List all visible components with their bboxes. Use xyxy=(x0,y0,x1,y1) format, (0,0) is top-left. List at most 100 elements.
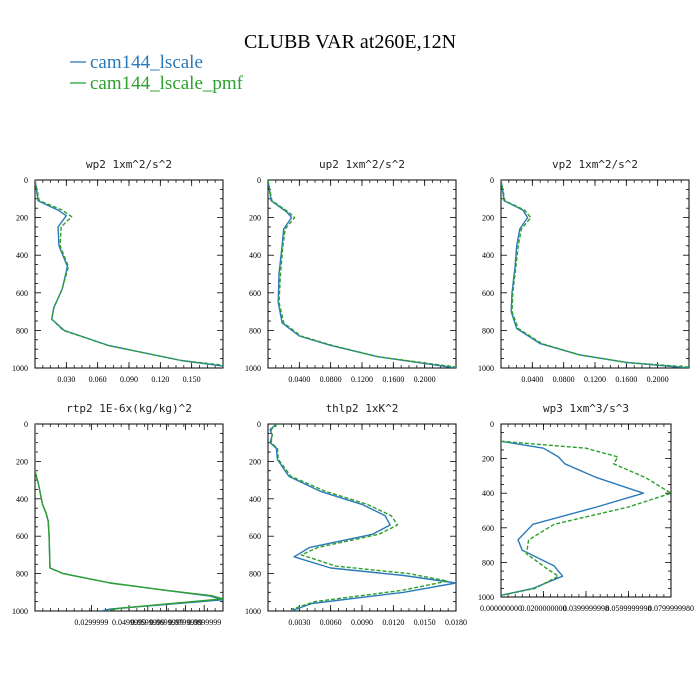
x-tick-label: 0.1200 xyxy=(584,375,606,384)
x-tick-label: 0.090 xyxy=(120,375,138,384)
y-tick-label: 1000 xyxy=(478,593,494,602)
x-tick-label: 0.150 xyxy=(183,375,201,384)
axes-frame xyxy=(267,179,457,369)
y-tick-label: 200 xyxy=(482,455,494,464)
y-tick-label: 400 xyxy=(249,251,261,260)
x-tick-label: 0.1200 xyxy=(351,375,373,384)
y-tick-label: 1000 xyxy=(478,364,494,373)
y-tick-label: 200 xyxy=(249,457,261,466)
series-line-cam144-lscale xyxy=(501,440,645,596)
y-tick-label: 0 xyxy=(490,420,494,429)
series-line-cam144-lscale xyxy=(35,424,223,611)
y-tick-label: 400 xyxy=(482,489,494,498)
y-tick-label: 600 xyxy=(482,289,494,298)
y-tick-label: 600 xyxy=(249,289,261,298)
chart-panel-2: up2 1xm^2/s^2 0 200 400 600 800 1000 0.0400 0.08… xyxy=(245,158,457,384)
x-tick-label: 0.0399999998 xyxy=(563,604,609,613)
y-tick-label: 400 xyxy=(482,251,494,260)
y-tick-label: 200 xyxy=(16,457,28,466)
series-line-cam144-lscale xyxy=(268,180,456,368)
figure-title: CLUBB VAR at260E,12N xyxy=(244,31,456,53)
x-tick-label: 0.0030 xyxy=(288,618,310,627)
y-tick-label: 800 xyxy=(249,326,261,335)
chart-panel-6: wp3 1xm^3/s^3 0 200 400 600 800 1000 0.00000000… xyxy=(478,402,694,613)
y-tick-label: 600 xyxy=(249,532,261,541)
panel-title: vp2 1xm^2/s^2 xyxy=(552,158,638,171)
axes-frame xyxy=(34,423,224,612)
y-tick-label: 400 xyxy=(16,495,28,504)
x-tick-label: 0.0180 xyxy=(445,618,467,627)
panel-title: up2 1xm^2/s^2 xyxy=(319,158,405,171)
y-tick-label: 0 xyxy=(257,420,261,429)
series-line-cam144-lscale xyxy=(269,424,456,611)
x-tick-label: 0.0800 xyxy=(553,375,575,384)
series-line-cam144-lscale xyxy=(501,180,689,368)
x-tick-label: 0.0499999 xyxy=(112,618,146,627)
x-tick-label: 0.2000 xyxy=(647,375,669,384)
x-tick-label: 0.060 xyxy=(89,375,107,384)
series-line-cam144-lscale-pmf xyxy=(270,424,449,610)
x-tick-label: 0.0799999 xyxy=(168,618,202,627)
y-tick-label: 600 xyxy=(482,524,494,533)
y-tick-label: 800 xyxy=(16,570,28,579)
x-tick-label: 0.0899999 xyxy=(187,618,221,627)
x-tick-label: 0.0599999 xyxy=(131,618,165,627)
x-tick-label: 0.0299999 xyxy=(74,618,108,627)
panel-grid: wp2 1xm^2/s^2 0 200 400 600 800 1000 0.030 0.060… xyxy=(12,158,694,627)
y-tick-label: 0 xyxy=(490,176,494,185)
y-tick-label: 200 xyxy=(249,214,261,223)
x-tick-label: 0.0090 xyxy=(351,618,373,627)
series-line-cam144-lscale-pmf xyxy=(35,424,223,611)
x-tick-label: 0.030 xyxy=(57,375,75,384)
legend: cam144_lscale cam144_lscale_pmf xyxy=(70,52,244,94)
chart-panel-1: wp2 1xm^2/s^2 0 200 400 600 800 1000 0.030 0.060… xyxy=(12,158,224,384)
series-line-cam144-lscale-pmf xyxy=(501,440,671,596)
y-tick-label: 1000 xyxy=(245,607,261,616)
chart-panel-4: rtp2 1E-6x(kg/kg)^2 0 200 400 600 800 1000 0.02… xyxy=(12,402,224,627)
series-line-cam144-lscale-pmf xyxy=(501,180,689,368)
y-tick-label: 600 xyxy=(16,289,28,298)
x-tick-label: 0.1600 xyxy=(615,375,637,384)
y-tick-label: 800 xyxy=(16,326,28,335)
y-tick-label: 800 xyxy=(482,326,494,335)
axes-frame xyxy=(267,423,457,612)
y-tick-label: 800 xyxy=(249,570,261,579)
y-tick-label: 0 xyxy=(257,176,261,185)
y-tick-label: 400 xyxy=(16,251,28,260)
x-tick-label: 0.0800 xyxy=(320,375,342,384)
panel-title: wp3 1xm^3/s^3 xyxy=(543,402,629,415)
y-tick-label: 0 xyxy=(24,176,28,185)
series-line-cam144-lscale xyxy=(35,180,223,367)
panel-title: thlp2 1xK^2 xyxy=(326,402,399,415)
y-tick-label: 200 xyxy=(16,214,28,223)
panel-title: wp2 1xm^2/s^2 xyxy=(86,158,172,171)
y-tick-label: 1000 xyxy=(245,364,261,373)
x-tick-label: 0.0400 xyxy=(521,375,543,384)
y-tick-label: 400 xyxy=(249,495,261,504)
x-tick-label: 0.120 xyxy=(151,375,169,384)
axes-frame xyxy=(500,179,690,369)
x-tick-label: 0.0699999 xyxy=(150,618,184,627)
x-tick-label: 0.1600 xyxy=(382,375,404,384)
y-tick-label: 1000 xyxy=(12,607,28,616)
x-tick-label: 0.0599999998 xyxy=(606,604,652,613)
x-tick-label: 0.0150 xyxy=(414,618,436,627)
x-tick-label: 0.2000 xyxy=(414,375,436,384)
legend-label-lscale: cam144_lscale xyxy=(90,52,203,73)
x-tick-label: 0.0200000000 xyxy=(521,604,567,613)
chart-panel-5: thlp2 1xK^2 0 200 400 600 800 1000 0.0030 0.0060… xyxy=(245,402,467,627)
series-line-cam144-lscale-pmf xyxy=(35,180,223,366)
x-tick-label: 0.0400 xyxy=(288,375,310,384)
x-tick-label: 0.0060 xyxy=(320,618,342,627)
y-tick-label: 0 xyxy=(24,420,28,429)
chart-panel-3: vp2 1xm^2/s^2 0 200 400 600 800 1000 0.0400 0.08… xyxy=(478,158,690,384)
panel-title: rtp2 1E-6x(kg/kg)^2 xyxy=(66,402,192,415)
y-tick-label: 200 xyxy=(482,214,494,223)
axes-frame xyxy=(34,179,224,369)
x-tick-label: 0.0799999980 xyxy=(648,604,694,613)
x-tick-label: 0.000000000 xyxy=(480,604,522,613)
y-tick-label: 600 xyxy=(16,532,28,541)
series-line-cam144-lscale-pmf xyxy=(268,180,456,368)
legend-label-lscale-pmf: cam144_lscale_pmf xyxy=(90,73,244,94)
